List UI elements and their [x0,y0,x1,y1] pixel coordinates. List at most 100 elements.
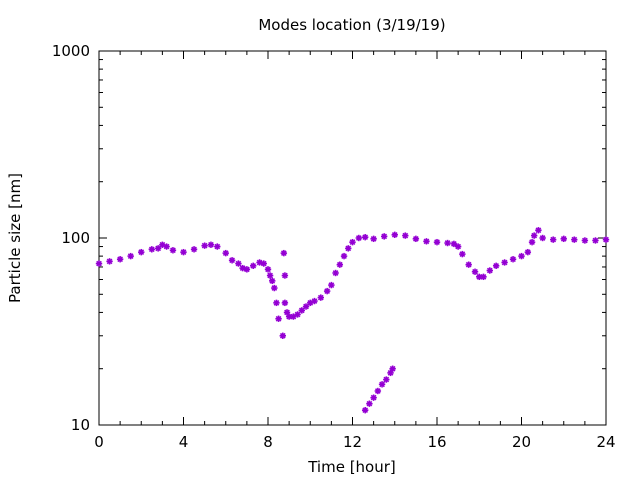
data-point [465,261,472,268]
data-point [336,261,344,268]
data-point [180,248,187,256]
data-point [391,231,398,239]
data-point [380,233,388,240]
y-tick-label: 1000 [52,42,90,60]
data-point [340,252,348,260]
data-point [298,307,305,314]
data-point [281,272,289,279]
tick-labels: 0 4 8 12 16 20 24 10 100 1000 [52,42,616,451]
data-point [423,238,430,245]
data-point [266,272,274,279]
y-tick-label: 10 [71,416,90,434]
data-point [454,243,462,250]
data-point [581,237,589,244]
data-point [273,299,280,307]
data-point [222,249,229,257]
data-point [154,245,162,252]
data-point [524,248,532,256]
data-point [492,262,500,270]
data-point [345,245,352,252]
tick-marks [98,50,607,426]
data-point [402,232,409,239]
data-point [260,260,267,267]
x-tick-label: 0 [94,433,104,451]
data-point [349,238,356,246]
data-point [374,387,382,395]
data-point [95,260,103,267]
data-point [528,238,536,246]
data-point [281,299,289,307]
data-point [412,235,420,243]
data-point [280,249,288,257]
data-point [138,248,145,256]
data-point [317,294,325,301]
x-tick-label: 12 [343,433,362,451]
data-point [279,332,286,339]
x-tick-label: 20 [512,433,531,451]
data-point [571,236,578,243]
data-point [370,235,377,243]
data-point [389,365,396,372]
data-point [471,268,479,275]
plot-frame [98,50,607,426]
data-point [480,273,487,281]
x-tick-label: 8 [263,433,273,451]
data-point [207,241,215,248]
data-point [560,235,567,243]
data-point [323,287,331,295]
data-point [169,247,177,254]
data-point [302,303,310,310]
x-axis-label: Time [hour] [307,458,396,476]
data-point [332,269,339,277]
data-point [518,252,525,260]
data-point [116,256,124,263]
data-point [264,266,272,273]
data-point [383,376,390,383]
y-tick-label: 100 [61,229,90,247]
chart-title: Modes location (3/19/19) [258,16,445,34]
data-point [501,259,508,266]
data-point [361,233,369,241]
data-point [271,284,278,292]
data-point [592,237,599,244]
data-point [243,266,251,273]
data-point [370,394,377,401]
data-point [355,234,363,242]
data-point [275,315,282,322]
data-point [148,246,156,253]
data-point [459,250,466,258]
data-point [127,252,134,260]
y-axis-label: Particle size [nm] [6,173,24,303]
data-point [509,256,517,263]
data-point [228,257,236,264]
data-points [95,227,610,414]
data-point [450,240,458,248]
data-point [106,258,113,265]
data-point [250,262,257,270]
x-tick-label: 16 [427,433,446,451]
data-point [163,243,170,250]
data-point [476,273,483,281]
data-point [294,311,301,318]
data-point [530,232,538,239]
data-point [366,400,373,407]
data-point [235,260,242,267]
x-tick-label: 24 [596,433,615,451]
plot-border [98,50,607,426]
data-point [190,246,198,253]
data-point [378,381,386,388]
data-point [535,227,542,234]
data-point [549,236,557,243]
data-point [311,297,318,305]
x-tick-label: 4 [179,433,189,451]
data-point [201,242,208,249]
data-point [444,239,451,247]
data-point [539,234,546,242]
data-point [214,243,221,250]
data-point [269,277,276,285]
data-point [486,267,494,274]
data-point [361,406,369,414]
data-point [433,238,441,246]
data-point [602,236,610,243]
